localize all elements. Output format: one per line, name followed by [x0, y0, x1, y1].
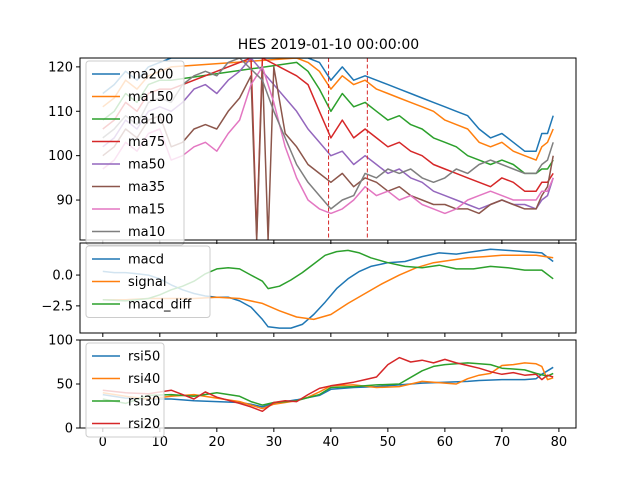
legend-label-ma100: ma100	[128, 113, 173, 128]
legend-label-rsi50: rsi50	[128, 350, 160, 365]
legend-label-rsi20: rsi20	[128, 417, 160, 432]
legend-label-ma200: ma200	[128, 68, 173, 83]
y-tick-label: 0	[65, 422, 73, 437]
axes-frame	[79, 242, 577, 334]
y-tick-label: −2.5	[41, 299, 73, 314]
plot-area	[102, 356, 554, 413]
x-tick-label: 70	[494, 435, 511, 450]
x-tick-label: 10	[152, 435, 169, 450]
legend-label-ma75: ma75	[128, 135, 165, 150]
legend-label-macd_diff: macd_diff	[128, 298, 192, 313]
legend-label-ma150: ma150	[128, 90, 173, 105]
macd-panel: −2.5 0.0 macd signal macd_diff	[41, 242, 577, 337]
legend-box	[85, 60, 185, 246]
y-tick-label: 100	[48, 149, 73, 164]
legend: rsi50 rsi40 rsi30 rsi20	[85, 342, 165, 438]
legend: ma200 ma150 ma100 ma75 ma50 ma35 ma15 ma10	[85, 60, 185, 246]
legend-label-rsi30: rsi30	[128, 395, 160, 410]
legend-box	[85, 245, 211, 318]
legend: macd signal macd_diff	[85, 245, 211, 318]
x-tick-label: 60	[437, 435, 454, 450]
chart-title: HES 2019-01-10 00:00:00	[238, 37, 419, 53]
x-tick-label: 80	[551, 435, 568, 450]
legend-label-ma15: ma15	[128, 203, 165, 218]
legend-label-macd: macd	[128, 253, 164, 268]
legend-box	[85, 342, 165, 438]
x-tick-label: 0	[99, 435, 107, 450]
y-tick-label: 120	[48, 60, 73, 75]
y-tick-label: 100	[48, 334, 73, 349]
legend-label-ma10: ma10	[128, 225, 165, 240]
series-line-rsi50	[102, 366, 554, 408]
x-tick-label: 50	[380, 435, 397, 450]
legend-label-ma50: ma50	[128, 158, 165, 173]
y-tick-label: 110	[48, 105, 73, 120]
x-tick-label: 40	[323, 435, 340, 450]
y-tick-label: 90	[56, 194, 73, 209]
x-tick-label: 20	[209, 435, 226, 450]
legend-label-rsi40: rsi40	[128, 372, 160, 387]
legend-label-signal: signal	[128, 275, 166, 290]
series-line-rsi20	[102, 356, 554, 413]
y-tick-label: 50	[56, 378, 73, 393]
axes-frame	[79, 57, 577, 241]
y-tick-label: 0.0	[52, 269, 73, 284]
legend-label-ma35: ma35	[128, 180, 165, 195]
x-tick-label: 30	[266, 435, 283, 450]
